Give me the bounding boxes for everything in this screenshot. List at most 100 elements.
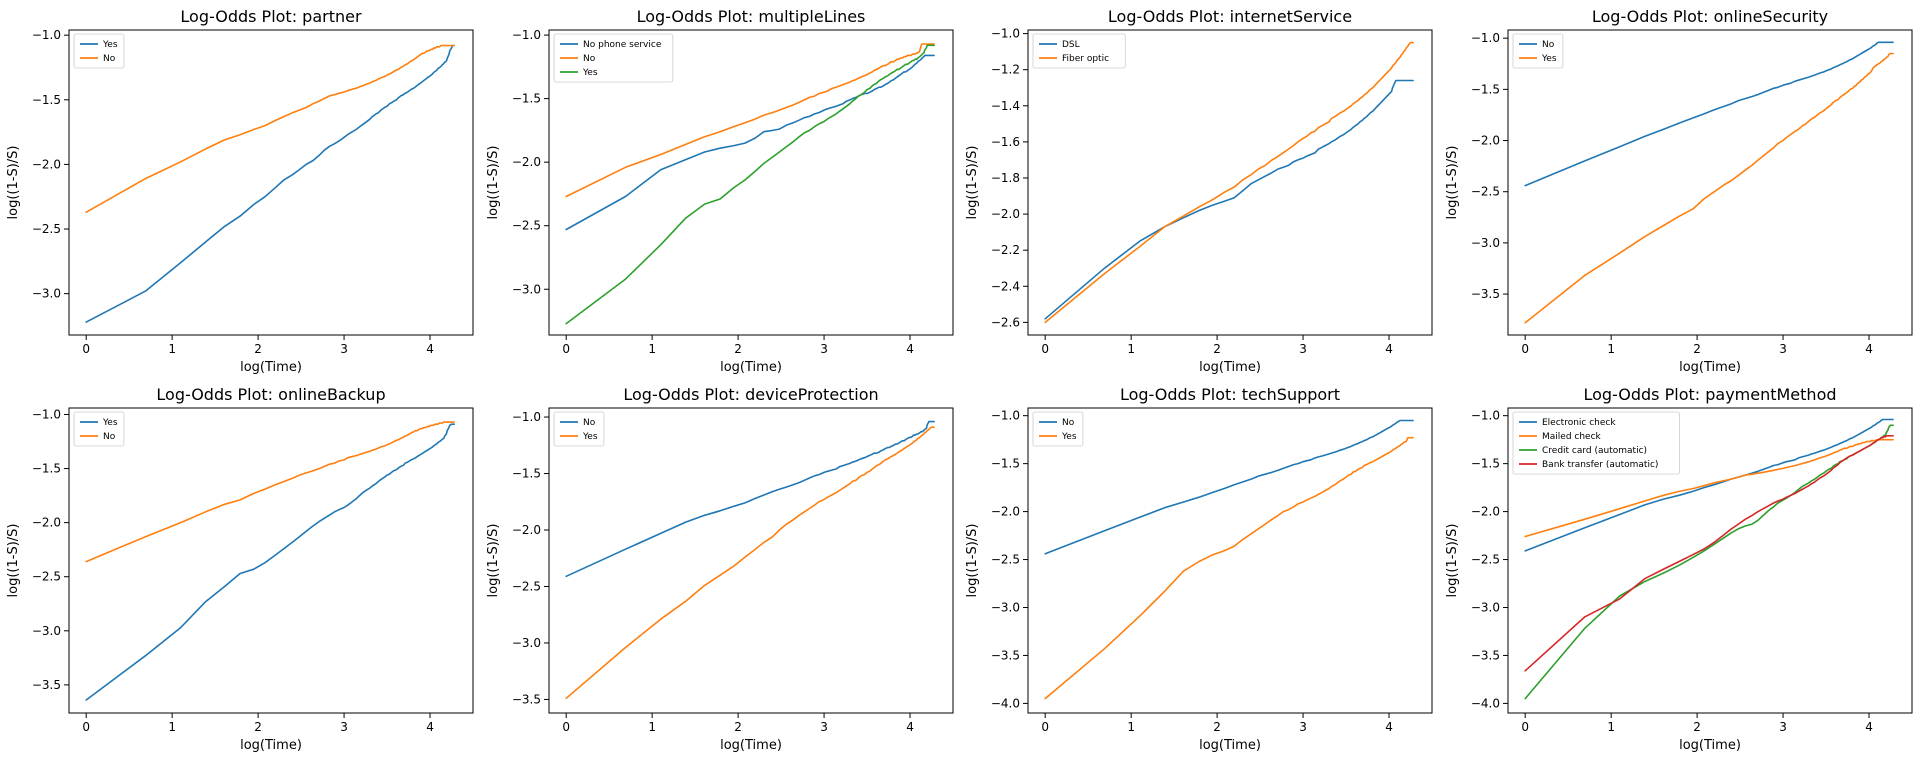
y-tick-label: −3.5 bbox=[512, 692, 541, 706]
y-tick-label: −3.0 bbox=[1471, 600, 1500, 614]
legend-label: Yes bbox=[582, 68, 598, 78]
x-tick-label: 2 bbox=[1213, 342, 1221, 356]
x-axis-label: log(Time) bbox=[1199, 360, 1261, 375]
x-tick-label: 2 bbox=[1693, 342, 1701, 356]
legend-label: Bank transfer (automatic) bbox=[1542, 460, 1658, 470]
x-tick-label: 1 bbox=[1607, 720, 1615, 734]
y-tick-label: −1.5 bbox=[1471, 82, 1500, 96]
y-tick-label: −2.4 bbox=[991, 279, 1020, 293]
x-axis-label: log(Time) bbox=[1199, 738, 1261, 753]
legend-label: Yes bbox=[1541, 54, 1557, 64]
y-tick-label: −1.5 bbox=[512, 92, 541, 106]
legend-label: Yes bbox=[582, 432, 598, 442]
y-tick-label: −3.0 bbox=[1471, 236, 1500, 250]
plot-area bbox=[68, 407, 474, 714]
x-tick-label: 0 bbox=[562, 342, 570, 356]
x-tick-label: 1 bbox=[648, 342, 656, 356]
series-line-yes bbox=[565, 44, 935, 325]
series-line-yes bbox=[85, 44, 455, 323]
y-tick-label: −2.6 bbox=[991, 315, 1020, 329]
chart-title: Log-Odds Plot: deviceProtection bbox=[623, 385, 878, 404]
y-tick-label: −3.0 bbox=[512, 282, 541, 296]
legend-label: No phone service bbox=[583, 40, 662, 50]
y-tick-label: −2.0 bbox=[512, 523, 541, 537]
legend: No Yes bbox=[1512, 33, 1564, 69]
y-tick-label: −2.0 bbox=[991, 207, 1020, 221]
y-tick-label: −2.5 bbox=[1471, 553, 1500, 567]
x-tick-label: 3 bbox=[1299, 720, 1307, 734]
y-tick-label: −1.0 bbox=[1471, 409, 1500, 423]
legend-frame bbox=[1032, 411, 1084, 447]
x-axis-label: log(Time) bbox=[240, 360, 302, 375]
x-tick-label: 2 bbox=[254, 720, 262, 734]
legend: DSL Fiber optic bbox=[1032, 33, 1126, 69]
x-tick-label: 3 bbox=[340, 342, 348, 356]
x-tick-label: 1 bbox=[1607, 342, 1615, 356]
series-line-yes bbox=[1524, 52, 1894, 324]
legend-frame bbox=[553, 411, 605, 447]
y-tick-label: −2.0 bbox=[991, 505, 1020, 519]
y-tick-label: −2.5 bbox=[32, 570, 61, 584]
y-tick-label: −3.5 bbox=[1471, 648, 1500, 662]
y-axis-label: log((1-S)/S) bbox=[486, 524, 501, 598]
x-tick-label: 4 bbox=[1385, 342, 1393, 356]
y-tick-label: −2.0 bbox=[32, 157, 61, 171]
x-tick-label: 2 bbox=[1213, 720, 1221, 734]
y-tick-label: −3.5 bbox=[991, 648, 1020, 662]
x-tick-label: 2 bbox=[734, 720, 742, 734]
x-tick-label: 0 bbox=[1521, 342, 1529, 356]
subplot-7: Log-Odds Plot: paymentMethod 0 1 2 3 4 −4.0 −3.… bbox=[1445, 385, 1913, 753]
legend-frame bbox=[1032, 33, 1126, 69]
series-line-no bbox=[565, 420, 935, 578]
legend-label: DSL bbox=[1062, 40, 1080, 50]
x-tick-label: 1 bbox=[1127, 342, 1135, 356]
y-tick-label: −2.5 bbox=[512, 219, 541, 233]
x-axis-label: log(Time) bbox=[720, 360, 782, 375]
x-tick-label: 4 bbox=[426, 720, 434, 734]
x-tick-label: 4 bbox=[1865, 720, 1873, 734]
legend-label: No bbox=[583, 54, 596, 64]
x-axis-label: log(Time) bbox=[1679, 738, 1741, 753]
x-tick-label: 2 bbox=[734, 342, 742, 356]
y-tick-label: −2.0 bbox=[512, 155, 541, 169]
x-tick-label: 3 bbox=[340, 720, 348, 734]
legend-label: Yes bbox=[1061, 432, 1077, 442]
y-tick-label: −4.0 bbox=[991, 696, 1020, 710]
legend-label: No bbox=[583, 418, 596, 428]
plot-area bbox=[548, 407, 954, 714]
y-tick-label: −1.5 bbox=[32, 93, 61, 107]
y-tick-label: −1.0 bbox=[991, 27, 1020, 41]
plot-area bbox=[1507, 29, 1913, 336]
y-axis-label: log((1-S)/S) bbox=[486, 146, 501, 220]
y-axis-label: log((1-S)/S) bbox=[1445, 146, 1460, 220]
plot-area bbox=[1507, 407, 1913, 714]
y-axis-label: log((1-S)/S) bbox=[6, 524, 21, 598]
legend-frame bbox=[553, 33, 674, 83]
y-axis-label: log((1-S)/S) bbox=[6, 146, 21, 220]
y-tick-label: −3.0 bbox=[512, 636, 541, 650]
chart-title: Log-Odds Plot: paymentMethod bbox=[1583, 385, 1836, 404]
y-tick-label: −3.0 bbox=[32, 624, 61, 638]
legend-label: Electronic check bbox=[1542, 418, 1616, 428]
series-line-yes bbox=[1044, 436, 1414, 700]
x-tick-label: 2 bbox=[1693, 720, 1701, 734]
y-tick-label: −1.8 bbox=[991, 171, 1020, 185]
subplot-3: Log-Odds Plot: onlineSecurity 0 1 2 3 4 −3.5 −3… bbox=[1445, 7, 1913, 375]
legend-label: Credit card (automatic) bbox=[1542, 446, 1647, 456]
legend: Electronic check Mailed check Credit card … bbox=[1512, 411, 1680, 475]
chart-title: Log-Odds Plot: partner bbox=[180, 7, 362, 26]
legend-label: No bbox=[103, 54, 116, 64]
y-tick-label: −3.5 bbox=[32, 678, 61, 692]
y-tick-label: −3.0 bbox=[991, 600, 1020, 614]
y-tick-label: −1.0 bbox=[32, 407, 61, 421]
subplot-1: Log-Odds Plot: multipleLines 0 1 2 3 4 −3.0 −2.… bbox=[486, 7, 954, 375]
chart-title: Log-Odds Plot: multipleLines bbox=[637, 7, 866, 26]
series-line-no bbox=[565, 43, 935, 198]
x-tick-label: 4 bbox=[426, 342, 434, 356]
legend-label: Mailed check bbox=[1542, 432, 1602, 442]
series-line-no bbox=[1524, 41, 1894, 187]
x-tick-label: 3 bbox=[1779, 720, 1787, 734]
legend: No Yes bbox=[1032, 411, 1084, 447]
subplot-5: Log-Odds Plot: deviceProtection 0 1 2 3 4 −3.5… bbox=[486, 385, 954, 753]
